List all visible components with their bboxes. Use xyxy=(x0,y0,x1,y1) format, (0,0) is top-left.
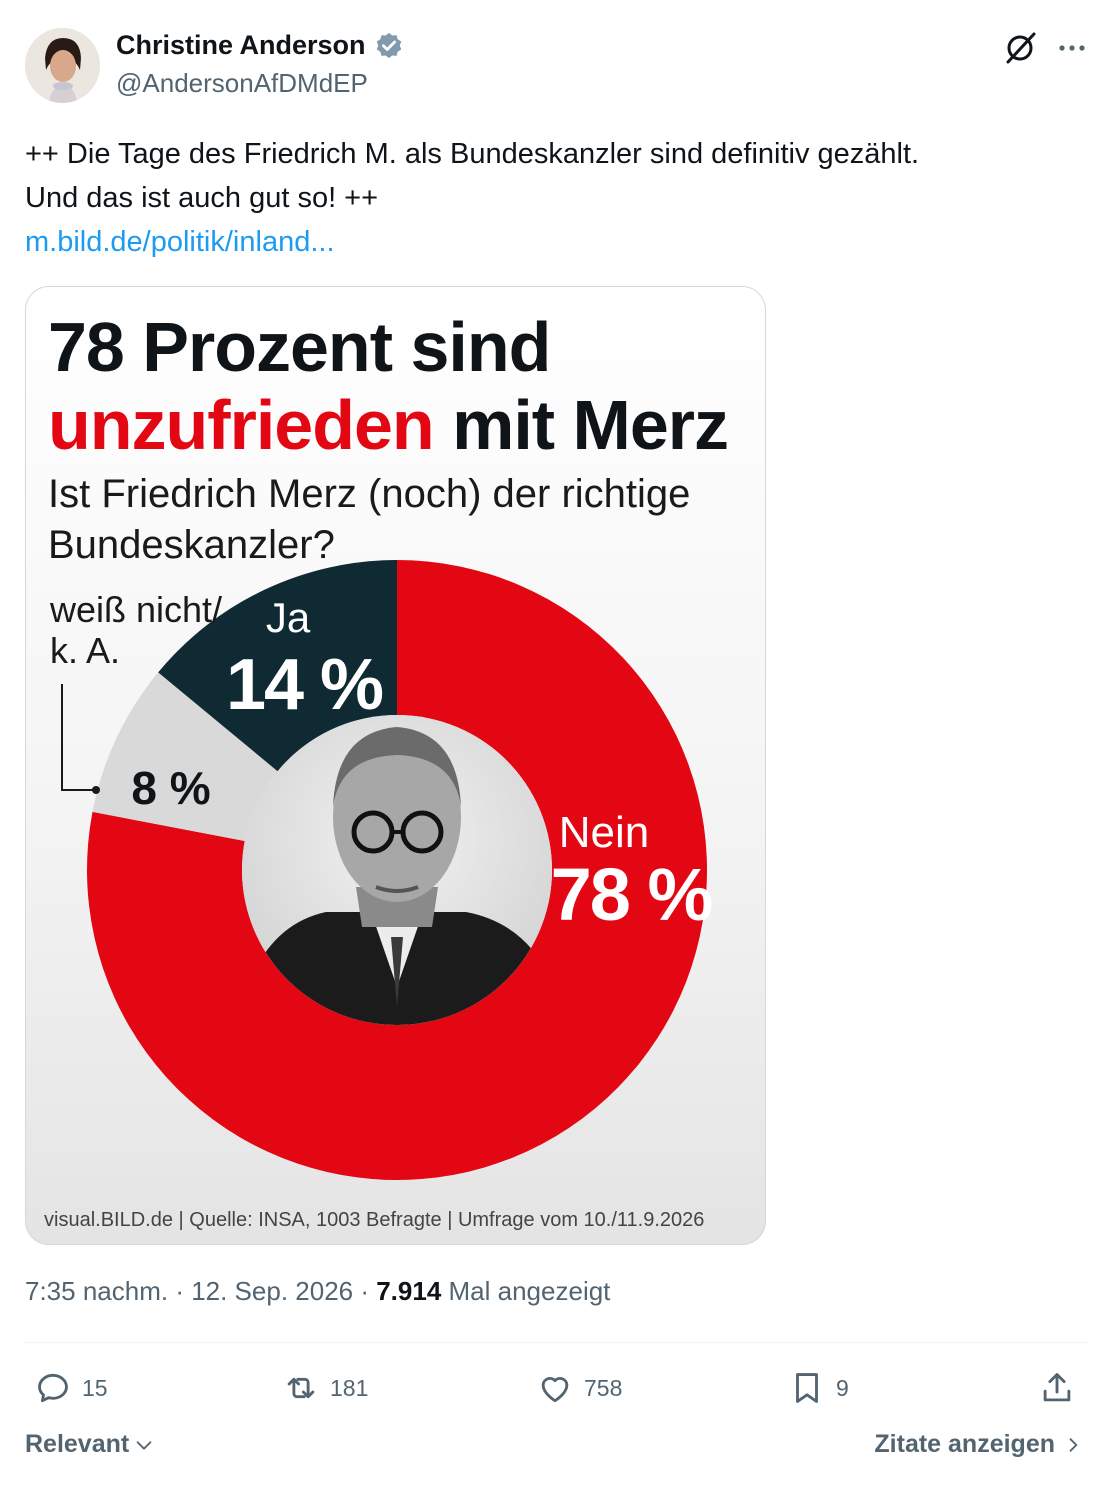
slice-label-nein: Nein xyxy=(559,808,650,857)
like-button[interactable]: 758 xyxy=(536,1366,622,1410)
reply-icon xyxy=(38,1373,68,1403)
leader-line xyxy=(61,684,96,791)
reply-button[interactable]: 15 xyxy=(34,1366,108,1410)
leader-dot xyxy=(92,786,100,794)
grok-icon[interactable] xyxy=(1000,28,1040,68)
repost-icon xyxy=(287,1377,315,1399)
donut-chart xyxy=(87,560,707,1180)
tweet-text-line: ++ Die Tage des Friedrich M. als Bundesk… xyxy=(25,138,920,170)
author-handle[interactable]: @AndersonAfDMdEP xyxy=(116,68,368,98)
more-options-icon[interactable] xyxy=(1052,28,1092,68)
like-count: 758 xyxy=(584,1374,623,1401)
slice-value-unknown: 8 % xyxy=(131,762,210,814)
display-name[interactable]: Christine Anderson xyxy=(116,30,404,61)
unknown-label-line2: k. A. xyxy=(50,630,120,671)
heart-icon xyxy=(541,1377,569,1403)
chevron-right-icon xyxy=(1069,1437,1078,1452)
avatar[interactable] xyxy=(25,28,100,103)
tweet-timestamp[interactable]: 7:35 nachm. · 12. Sep. 2026 · xyxy=(25,1276,377,1306)
view-quotes-link[interactable]: Zitate anzeigen xyxy=(874,1430,1083,1459)
divider xyxy=(25,1342,1087,1343)
tweet-media-infographic[interactable]: 78 Prozent sind unzufrieden mit Merz Ist… xyxy=(25,286,766,1245)
reply-count: 15 xyxy=(82,1374,108,1401)
repost-button[interactable]: 181 xyxy=(282,1366,368,1410)
infographic-svg: 78 Prozent sind unzufrieden mit Merz Ist… xyxy=(44,308,729,1231)
view-count-label: Mal angezeigt xyxy=(441,1276,611,1306)
sort-dropdown[interactable]: Relevant xyxy=(25,1430,155,1459)
portrait-image xyxy=(242,715,552,1025)
bookmark-count: 9 xyxy=(836,1374,849,1401)
slice-label-ja: Ja xyxy=(266,594,311,641)
question-line1: Ist Friedrich Merz (noch) der richtige xyxy=(48,472,690,516)
view-quotes-label: Zitate anzeigen xyxy=(874,1430,1055,1458)
tweet-link[interactable]: m.bild.de/politik/inland... xyxy=(25,226,335,258)
headline-line1: 78 Prozent sind xyxy=(48,308,550,386)
donut-slice-nein xyxy=(87,560,707,1180)
avatar-image xyxy=(25,28,100,103)
question-line2: Bundeskanzler? xyxy=(48,523,335,567)
author-name[interactable]: Christine Anderson xyxy=(116,30,366,60)
view-count: 7.914 xyxy=(376,1276,442,1306)
tweet-meta: 7:35 nachm. · 12. Sep. 2026 · 7.914 Mal … xyxy=(25,1276,610,1307)
bookmark-icon xyxy=(796,1373,818,1403)
share-icon xyxy=(1043,1373,1071,1402)
headline-line2: unzufrieden mit Merz xyxy=(48,386,728,464)
repost-count: 181 xyxy=(330,1374,369,1401)
sort-label: Relevant xyxy=(25,1430,130,1458)
slice-value-nein: 78 % xyxy=(551,853,712,936)
headline-red: unzufrieden xyxy=(48,386,434,464)
chevron-down-icon xyxy=(136,1440,152,1450)
headline-rest: mit Merz xyxy=(434,386,728,464)
unknown-label-line1: weiß nicht/ xyxy=(49,589,222,630)
infographic-source: visual.BILD.de | Quelle: INSA, 1003 Befr… xyxy=(44,1209,704,1231)
share-button[interactable] xyxy=(1038,1366,1076,1410)
bookmark-button[interactable]: 9 xyxy=(788,1366,849,1410)
tweet-text: ++ Die Tage des Friedrich M. als Bundesk… xyxy=(25,132,1085,264)
slice-value-ja: 14 % xyxy=(226,645,383,725)
donut-slice-weiß-nicht-k-a xyxy=(92,672,278,841)
verified-badge-icon[interactable] xyxy=(374,31,404,61)
tweet-text-line: Und das ist auch gut so! ++ xyxy=(25,182,379,214)
donut-slice-ja xyxy=(158,560,397,772)
